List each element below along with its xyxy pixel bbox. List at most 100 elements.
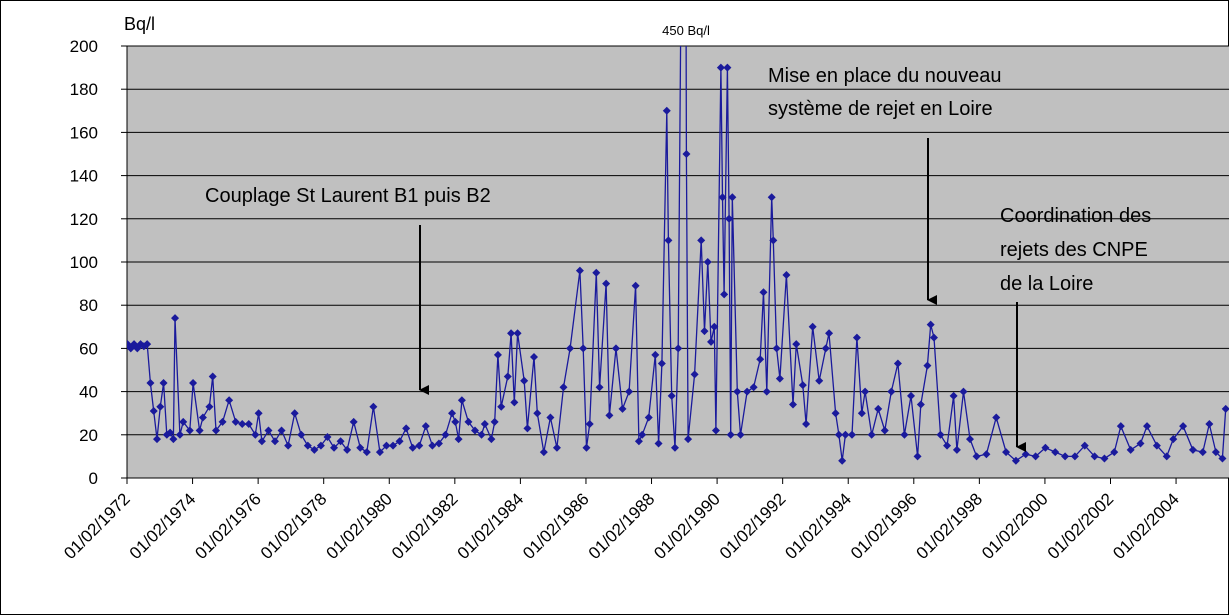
data-point xyxy=(1116,422,1125,431)
y-tick-label: 160 xyxy=(70,123,98,142)
data-point xyxy=(195,426,204,435)
data-point xyxy=(711,426,720,435)
data-point xyxy=(264,426,273,435)
data-point xyxy=(1143,422,1152,431)
data-point xyxy=(389,441,398,450)
data-point xyxy=(926,320,935,329)
data-point xyxy=(323,432,332,441)
data-point xyxy=(382,441,391,450)
data-point xyxy=(175,430,184,439)
data-point xyxy=(788,400,797,409)
data-point xyxy=(225,396,234,405)
data-point xyxy=(1162,452,1171,461)
data-point xyxy=(798,381,807,390)
data-point xyxy=(1002,448,1011,457)
data-point xyxy=(503,372,512,381)
data-point xyxy=(189,378,198,387)
y-tick-label: 80 xyxy=(79,296,98,315)
data-point xyxy=(618,404,627,413)
data-point xyxy=(356,443,365,452)
data-point xyxy=(654,439,663,448)
data-point xyxy=(707,337,716,346)
data-point xyxy=(1218,454,1227,463)
data-point xyxy=(402,424,411,433)
data-point xyxy=(1080,441,1089,450)
data-point xyxy=(1136,439,1145,448)
data-point xyxy=(716,63,725,72)
data-point xyxy=(149,407,158,416)
data-point xyxy=(127,340,132,349)
data-point xyxy=(254,409,263,418)
data-point xyxy=(428,441,437,450)
data-point xyxy=(907,391,916,400)
annotation: Mise en place du nouveau xyxy=(768,65,1002,87)
y-tick-label: 200 xyxy=(70,37,98,56)
data-point xyxy=(857,409,866,418)
data-point xyxy=(838,456,847,465)
data-point xyxy=(867,430,876,439)
data-point xyxy=(874,404,883,413)
data-point xyxy=(143,340,152,349)
y-tick-label: 120 xyxy=(70,210,98,229)
data-point xyxy=(457,396,466,405)
annotation: Coordination des xyxy=(1000,205,1151,227)
data-point xyxy=(602,279,611,288)
data-point xyxy=(861,387,870,396)
data-point xyxy=(1221,404,1229,413)
data-point xyxy=(1211,448,1220,457)
data-point xyxy=(539,448,548,457)
data-point xyxy=(651,350,660,359)
data-point xyxy=(421,422,430,431)
data-point xyxy=(585,420,594,428)
data-point xyxy=(277,426,286,435)
y-tick-label: 60 xyxy=(79,339,98,358)
data-point xyxy=(736,430,745,439)
data-point xyxy=(674,344,683,353)
data-point xyxy=(841,430,850,439)
data-point xyxy=(487,435,496,444)
y-tick-label: 0 xyxy=(89,469,98,488)
data-point xyxy=(972,452,981,461)
annotation: rejets des CNPE xyxy=(1000,239,1148,261)
data-point xyxy=(303,441,312,450)
data-point xyxy=(966,435,975,444)
data-point xyxy=(664,236,673,245)
data-point xyxy=(375,448,384,457)
data-point xyxy=(238,420,247,428)
data-point xyxy=(802,420,811,428)
data-point xyxy=(441,430,450,439)
data-point xyxy=(271,437,280,446)
data-point xyxy=(493,350,502,359)
data-point xyxy=(362,448,371,457)
data-point xyxy=(595,383,604,392)
data-point xyxy=(834,430,843,439)
data-point xyxy=(490,417,499,426)
data-point xyxy=(244,420,253,428)
annotation: 450 Bq/l xyxy=(662,23,710,38)
data-point xyxy=(710,322,719,331)
data-point xyxy=(749,383,758,392)
data-point xyxy=(728,193,737,202)
data-point xyxy=(1041,443,1050,452)
data-point xyxy=(1152,441,1161,450)
data-point xyxy=(759,288,768,297)
data-point xyxy=(638,430,647,439)
data-point xyxy=(831,409,840,418)
data-point xyxy=(847,430,856,439)
data-point xyxy=(470,426,479,435)
data-point xyxy=(185,426,194,435)
data-point xyxy=(330,443,339,452)
data-point xyxy=(949,391,958,400)
data-point xyxy=(231,417,240,426)
data-point xyxy=(316,441,325,450)
data-point xyxy=(1051,448,1060,457)
data-point xyxy=(718,193,727,202)
data-point xyxy=(1031,452,1040,461)
data-point xyxy=(451,417,460,426)
data-point xyxy=(1179,422,1188,431)
data-point xyxy=(507,329,516,338)
data-point xyxy=(408,443,417,452)
data-point xyxy=(605,411,614,420)
data-point xyxy=(1021,450,1030,459)
data-point xyxy=(198,413,207,422)
